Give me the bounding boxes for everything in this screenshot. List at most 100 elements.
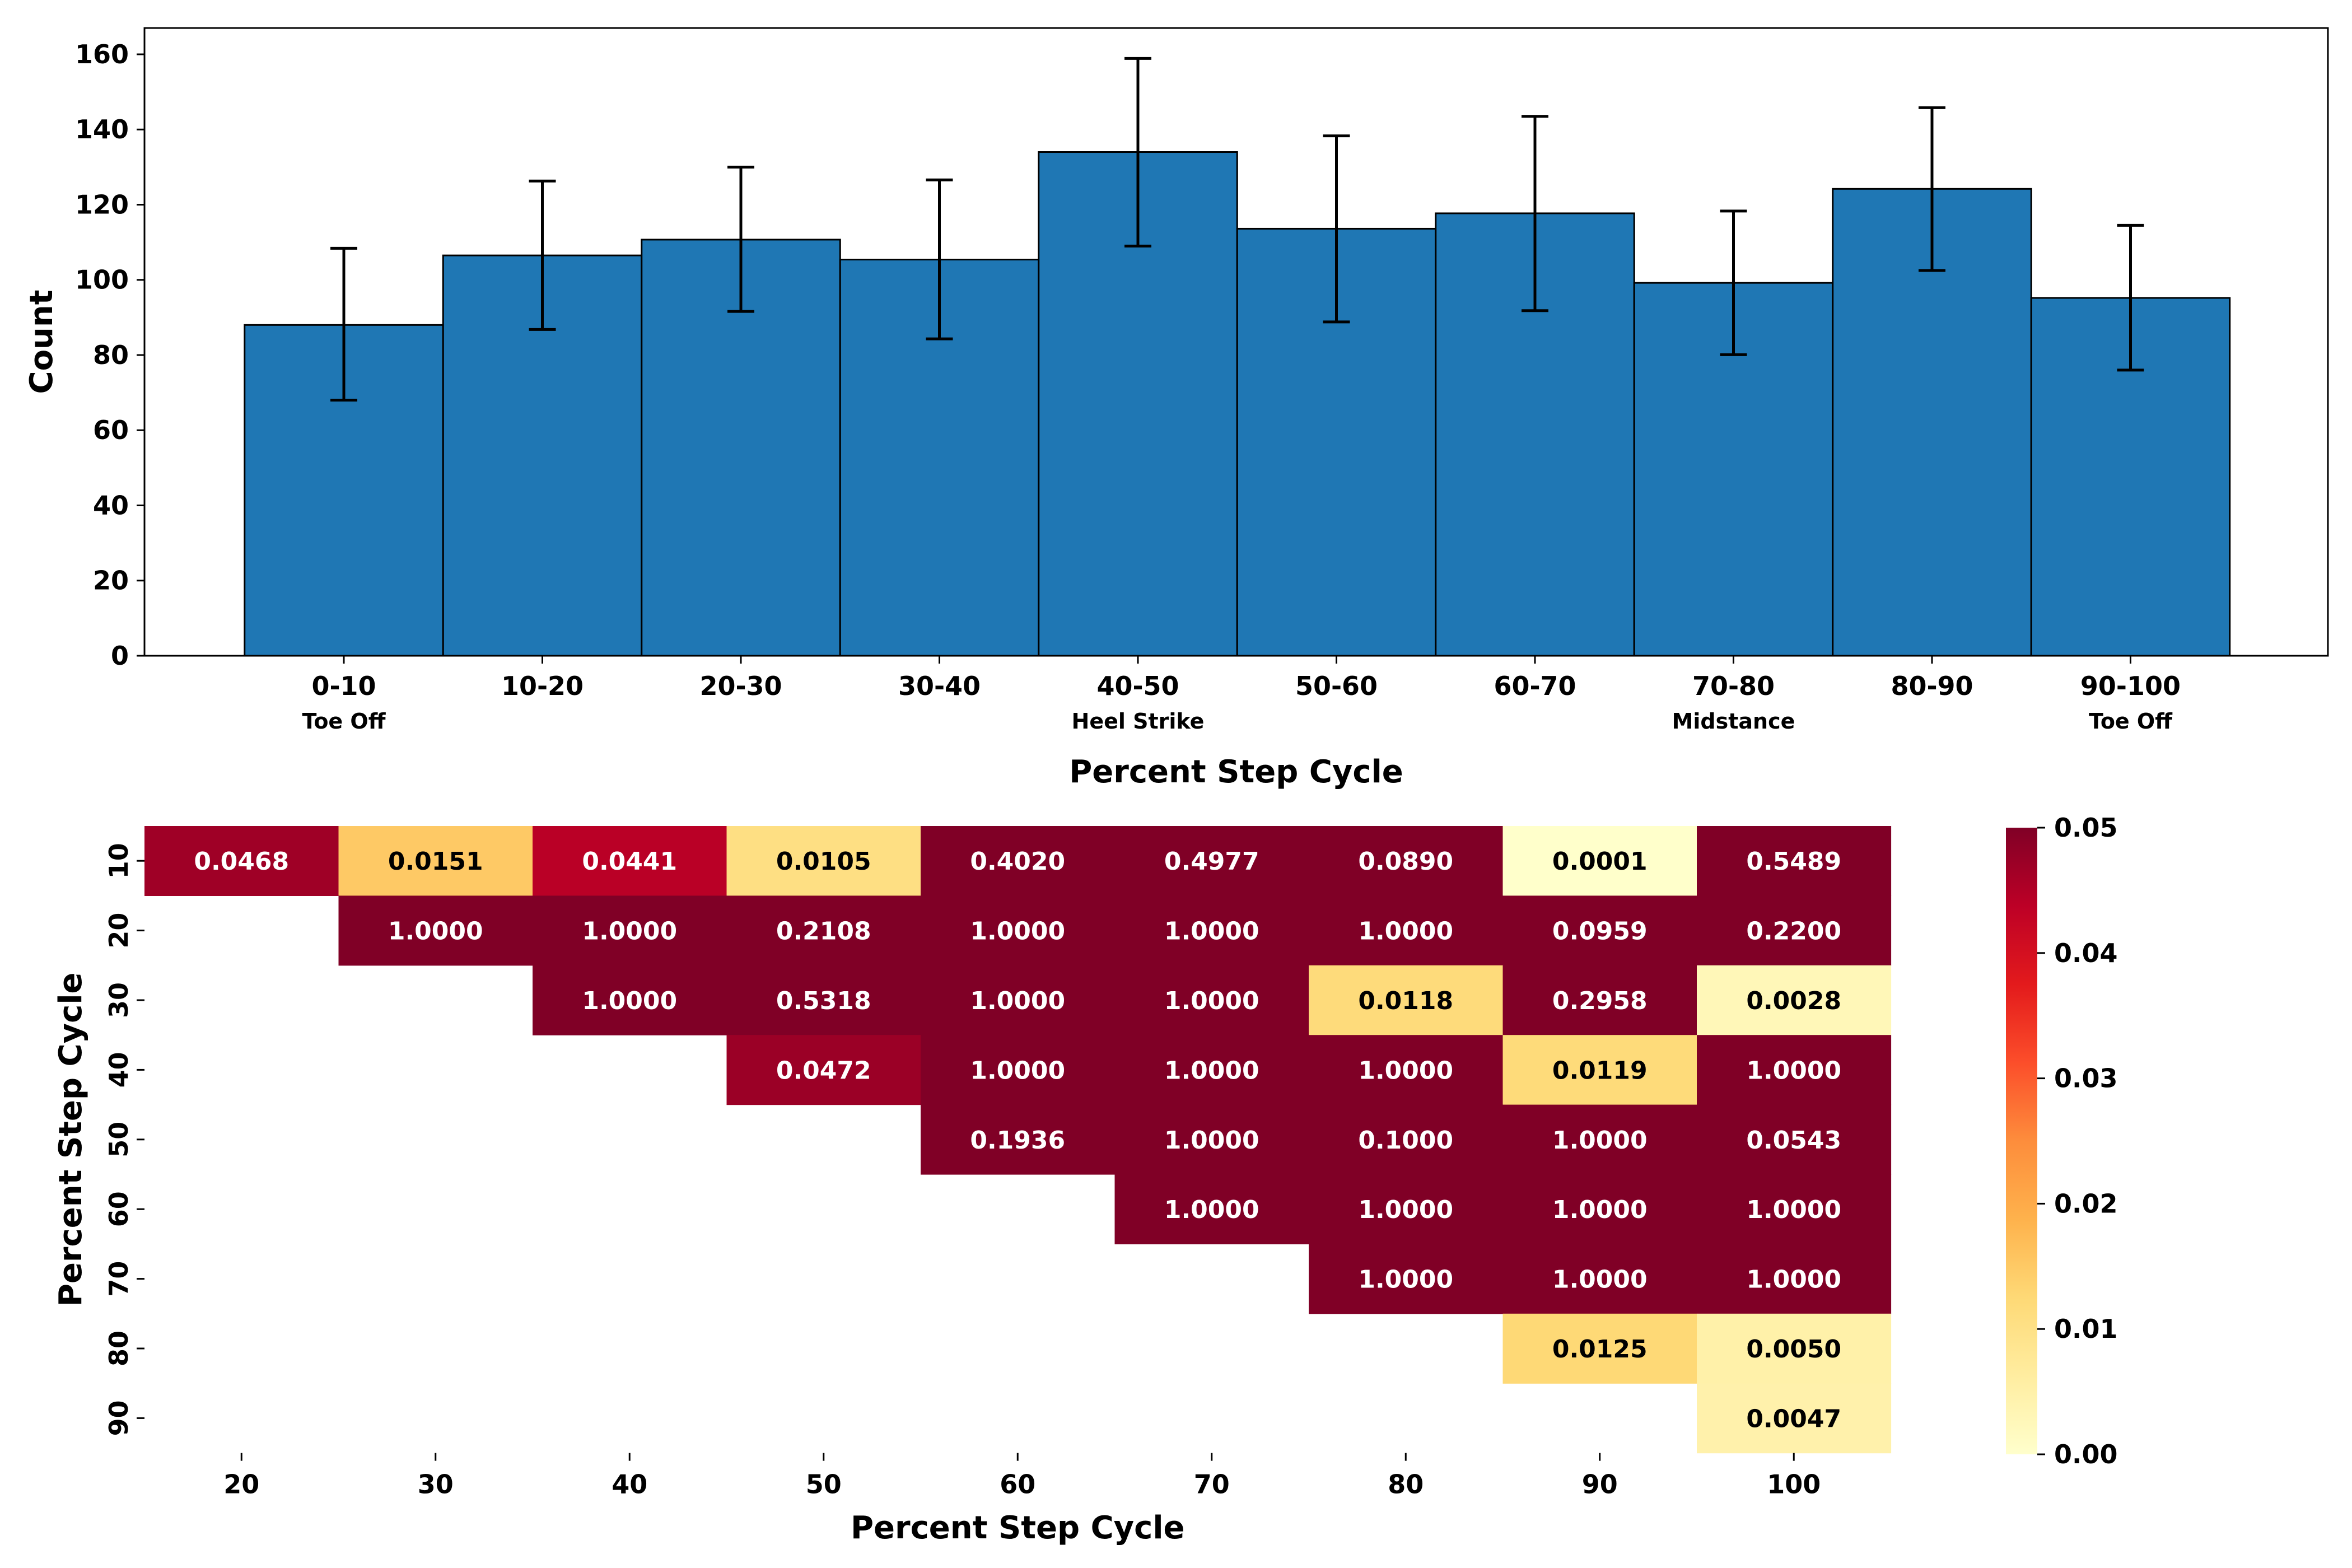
heatmap-cell-labels: 0.0468 0.0151 0.0441 0.0105 0.4020 0.4977 0.08… bbox=[194, 847, 1841, 1433]
heatmap-cell-label: 0.0050 bbox=[1746, 1335, 1841, 1364]
heatmap-cell-label: 1.0000 bbox=[1746, 1196, 1841, 1224]
colorbar-tick-label: 0.03 bbox=[2054, 1063, 2118, 1094]
heatmap-cell-label: 0.2958 bbox=[1552, 987, 1648, 1015]
heatmap-cell-label: 1.0000 bbox=[1358, 1266, 1453, 1294]
colorbar-tick-label: 0.00 bbox=[2054, 1439, 2118, 1469]
bar-x-tick-label: 20-30 bbox=[699, 671, 782, 701]
heatmap-cell-label: 1.0000 bbox=[1746, 1266, 1841, 1294]
heatmap-cell bbox=[921, 1104, 1116, 1175]
heatmap-cell bbox=[1697, 1244, 1892, 1314]
bar-y-tick-label: 40 bbox=[93, 490, 129, 520]
heatmap-cell-label: 1.0000 bbox=[1358, 917, 1453, 946]
heatmap-cell bbox=[1309, 965, 1504, 1035]
heatmap-cell-label: 0.0441 bbox=[582, 847, 677, 876]
heatmap-cell bbox=[1114, 965, 1309, 1035]
heatmap-y-tick-label: 40 bbox=[104, 1052, 134, 1088]
heatmap-cell-label: 1.0000 bbox=[1164, 917, 1259, 946]
error-bar-60-70 bbox=[1522, 115, 1548, 312]
heatmap-y-axis-ticks: 10 20 30 40 50 60 70 80 90 bbox=[104, 843, 144, 1436]
error-bar-0-10 bbox=[330, 246, 357, 402]
heatmap-cell bbox=[1502, 895, 1697, 966]
heatmap-cell bbox=[726, 826, 921, 896]
heatmap-cell bbox=[1114, 1104, 1309, 1175]
heatmap-cell-label: 1.0000 bbox=[388, 917, 483, 946]
heatmap-cell-label: 1.0000 bbox=[582, 917, 677, 946]
colorbar-tick-label: 0.05 bbox=[2054, 813, 2118, 843]
colorbar-gradient bbox=[2006, 828, 2037, 1454]
heatmap-cell bbox=[726, 1035, 921, 1105]
bar-y-tick-label: 140 bbox=[75, 114, 129, 144]
bar-x-tick-label: 60-70 bbox=[1494, 671, 1576, 701]
error-bar-70-80 bbox=[1720, 209, 1747, 356]
bar-plot-frame bbox=[143, 27, 2329, 657]
bar-chart-panel: 0 20 40 60 80 100 120 140 160 0-10 Toe Off 10-20 20… bbox=[24, 27, 2329, 790]
bar-y-tick-label: 20 bbox=[93, 566, 129, 596]
heatmap-cell-label: 1.0000 bbox=[970, 1056, 1065, 1085]
heatmap-cell-label: 0.0118 bbox=[1358, 987, 1453, 1015]
heatmap-cell-label: 0.5318 bbox=[776, 987, 871, 1015]
colorbar-tick-label: 0.04 bbox=[2054, 938, 2118, 968]
heatmap-cells bbox=[144, 826, 1892, 1454]
heatmap-cell bbox=[1697, 1313, 1892, 1384]
heatmap-x-tick-label: 30 bbox=[418, 1469, 454, 1500]
heatmap-cell bbox=[726, 965, 921, 1035]
error-bar-30-40 bbox=[926, 178, 953, 340]
bar-x-tick-label: 70-80 bbox=[1692, 671, 1775, 701]
error-bar-20-30 bbox=[727, 165, 754, 313]
heatmap-cell-label: 0.0472 bbox=[776, 1056, 871, 1085]
heatmap-cell-label: 0.0125 bbox=[1552, 1335, 1648, 1364]
bar-x-tick-label: 0-10 bbox=[311, 671, 376, 701]
heatmap-cell bbox=[338, 895, 533, 966]
heatmap-cell-label: 0.4020 bbox=[970, 847, 1065, 876]
heatmap-cell-label: 0.0001 bbox=[1552, 847, 1648, 876]
heatmap-cell bbox=[1502, 1035, 1697, 1105]
heatmap-cell bbox=[1697, 826, 1892, 896]
heatmap-y-tick-label: 70 bbox=[104, 1261, 134, 1297]
heatmap-cell-label: 1.0000 bbox=[1552, 1126, 1648, 1155]
heatmap-x-tick-label: 60 bbox=[1000, 1469, 1035, 1500]
heatmap-x-tick-label: 20 bbox=[223, 1469, 259, 1500]
heatmap-cell bbox=[533, 826, 727, 896]
heatmap-cell bbox=[1309, 1244, 1504, 1314]
heatmap-cell-label: 0.1000 bbox=[1358, 1126, 1453, 1155]
heatmap-y-tick-label: 80 bbox=[104, 1331, 134, 1366]
bar-x-tick-label: 80-90 bbox=[1891, 671, 1973, 701]
heatmap-cell bbox=[1502, 1104, 1697, 1175]
error-bar-50-60 bbox=[1323, 134, 1350, 324]
heatmap-x-tick-label: 80 bbox=[1388, 1469, 1424, 1500]
heatmap-cell-label: 1.0000 bbox=[1164, 987, 1259, 1015]
heatmap-cell-label: 1.0000 bbox=[1552, 1196, 1648, 1224]
heatmap-cell-label: 0.0151 bbox=[388, 847, 483, 876]
bar-y-axis-ticks: 0 20 40 60 80 100 120 140 160 bbox=[75, 39, 144, 671]
bar-x-axis-ticks: 0-10 Toe Off 10-20 20-30 30-40 40-50 Heel Stri… bbox=[302, 656, 2181, 734]
heatmap-cell-label: 0.2200 bbox=[1746, 917, 1841, 946]
heatmap-cell-label: 0.4977 bbox=[1164, 847, 1259, 876]
heatmap-cell-label: 0.5489 bbox=[1746, 847, 1841, 876]
bar-phase-label: Toe Off bbox=[2089, 709, 2173, 734]
bar-y-axis-label: Count bbox=[24, 290, 60, 394]
heatmap-cell-label: 0.0105 bbox=[776, 847, 871, 876]
heatmap-cell bbox=[921, 895, 1116, 966]
error-bar-40-50 bbox=[1124, 57, 1151, 248]
heatmap-cell bbox=[1502, 965, 1697, 1035]
heatmap-cell-label: 1.0000 bbox=[1164, 1196, 1259, 1224]
heatmap-y-tick-label: 60 bbox=[104, 1191, 134, 1227]
bar-phase-label: Midstance bbox=[1672, 709, 1795, 734]
heatmap-cell-label: 0.0119 bbox=[1552, 1056, 1648, 1085]
heatmap-cell bbox=[1502, 826, 1697, 896]
heatmap-cell bbox=[726, 895, 921, 966]
heatmap-cell-label: 1.0000 bbox=[970, 917, 1065, 946]
heatmap-cell-label: 0.0543 bbox=[1746, 1126, 1841, 1155]
heatmap-cell bbox=[533, 895, 727, 966]
heatmap-x-tick-label: 90 bbox=[1582, 1469, 1618, 1500]
heatmap-cell bbox=[1114, 895, 1309, 966]
bar-y-tick-label: 100 bbox=[75, 265, 129, 295]
heatmap-y-tick-label: 10 bbox=[104, 843, 134, 879]
bar-y-tick-label: 60 bbox=[93, 415, 129, 445]
bar-x-axis-label: Percent Step Cycle bbox=[1069, 754, 1403, 790]
heatmap-cell-label: 0.0028 bbox=[1746, 987, 1841, 1015]
heatmap-x-tick-label: 50 bbox=[806, 1469, 842, 1500]
heatmap-cell-label: 1.0000 bbox=[970, 987, 1065, 1015]
heatmap-cell bbox=[1697, 965, 1892, 1035]
